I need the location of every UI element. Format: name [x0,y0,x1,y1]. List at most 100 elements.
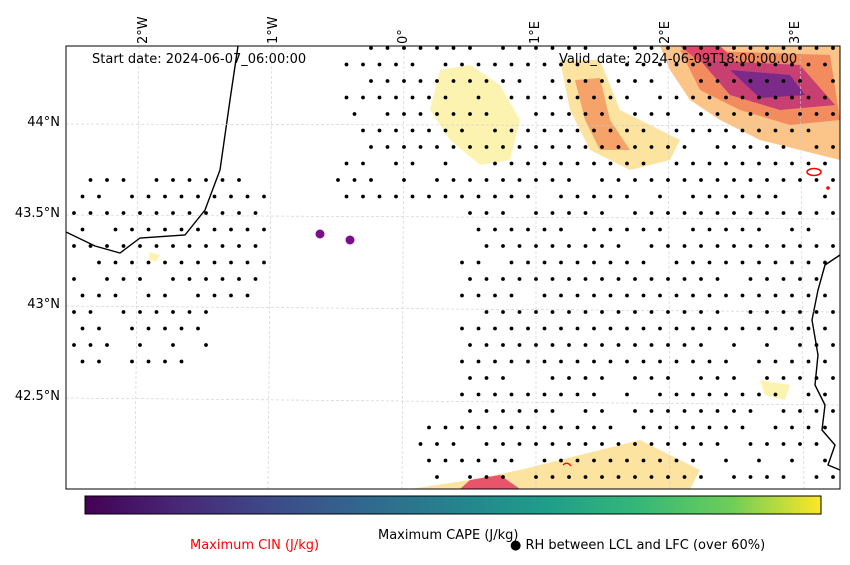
rh-dot [484,244,489,248]
rh-dot [212,260,217,265]
rh-dot [460,194,464,199]
rh-dot [814,145,819,149]
rh-dot [435,145,439,149]
rh-dot [806,260,811,265]
rh-dot [649,343,654,347]
rh-dot [526,227,530,232]
rh-dot [542,326,547,331]
rh-dot [418,112,423,116]
rh-dot [649,244,654,248]
rh-dot [682,442,687,446]
rh-dot [113,260,118,265]
rh-dot [468,211,472,215]
rh-dot [542,128,547,133]
rh-dot [715,79,720,83]
rh-dot [625,128,629,133]
rh-dot [410,194,415,199]
rh-dot [707,359,712,364]
rh-dot [559,260,563,265]
rh-dot [781,277,786,281]
rh-dot [765,46,769,50]
rh-dot [154,310,159,314]
rh-dot [748,112,753,116]
rh-dot [146,326,151,331]
rh-dot [658,326,662,331]
rh-dot [542,293,547,298]
rh-dot [468,79,472,83]
rh-dot [443,458,448,463]
rh-dot [427,194,431,199]
rh-dot [567,178,571,182]
rh-dot [691,62,695,67]
rh-dot [72,244,76,248]
rh-dot [550,475,555,479]
rh-dot [757,95,761,100]
rh-dot [608,293,613,298]
rh-dot [732,343,736,347]
rh-dot [468,475,472,479]
rh-dot [468,178,472,182]
rh-dot [138,310,142,314]
rh-dot [806,326,811,331]
rh-dot [616,310,621,314]
rh-dot [550,79,555,83]
cin-contour [806,167,822,177]
start-date-label: Start date: 2024-06-07_06:00:00 [92,52,307,67]
rh-dot [567,79,571,83]
rh-dot [740,293,745,298]
rh-dot [757,458,761,463]
rh-dot [823,326,827,331]
rh-dot [493,128,497,133]
rh-dot [550,178,555,182]
rh-dot [806,128,811,133]
rh-dot [666,310,670,314]
rh-dot [748,442,753,446]
rh-dot [625,293,629,298]
rh-dot [699,211,703,215]
rh-dot [814,211,819,215]
rh-dot [666,178,670,182]
rh-dot [410,128,415,133]
rh-dot [600,310,604,314]
rh-dot [163,194,167,199]
rh-dot [146,293,151,298]
rh-dot [121,178,126,182]
rh-dot [171,277,175,281]
rh-dot [798,211,802,215]
rh-dot [476,293,481,298]
rh-dot [550,376,555,380]
valid-date-label: Valid_date: 2024-06-09T18:00:00.00 [559,52,798,67]
rh-dot [146,359,151,364]
rh-dot [460,425,464,430]
rh-dot [484,211,489,215]
rh-dot [633,376,637,380]
rh-dot [179,359,184,364]
rh-dot [765,178,769,182]
rh-dot [633,211,637,215]
rh-dot [658,62,662,67]
rh-dot [633,310,637,314]
rh-dot [559,95,563,100]
rh-dot [649,46,654,50]
rh-dot [732,409,736,413]
rh-dot [451,79,456,83]
rh-dot [179,326,184,331]
rh-dot [600,178,604,182]
rh-dot [154,244,159,248]
rh-dot [773,95,778,100]
rh-dot [765,244,769,248]
rh-dot [748,310,753,314]
rh-dot [831,79,835,83]
rh-dot [517,310,522,314]
rh-dot [666,244,670,248]
rh-dot [724,227,728,232]
rh-dot [583,145,588,149]
rh-dot [526,425,530,430]
rh-dot [220,244,225,248]
rh-dot [790,62,794,67]
rh-dot [699,79,703,83]
rh-dot [823,260,827,265]
rh-dot [641,128,646,133]
rh-dot [649,145,654,149]
rh-dot [649,409,654,413]
